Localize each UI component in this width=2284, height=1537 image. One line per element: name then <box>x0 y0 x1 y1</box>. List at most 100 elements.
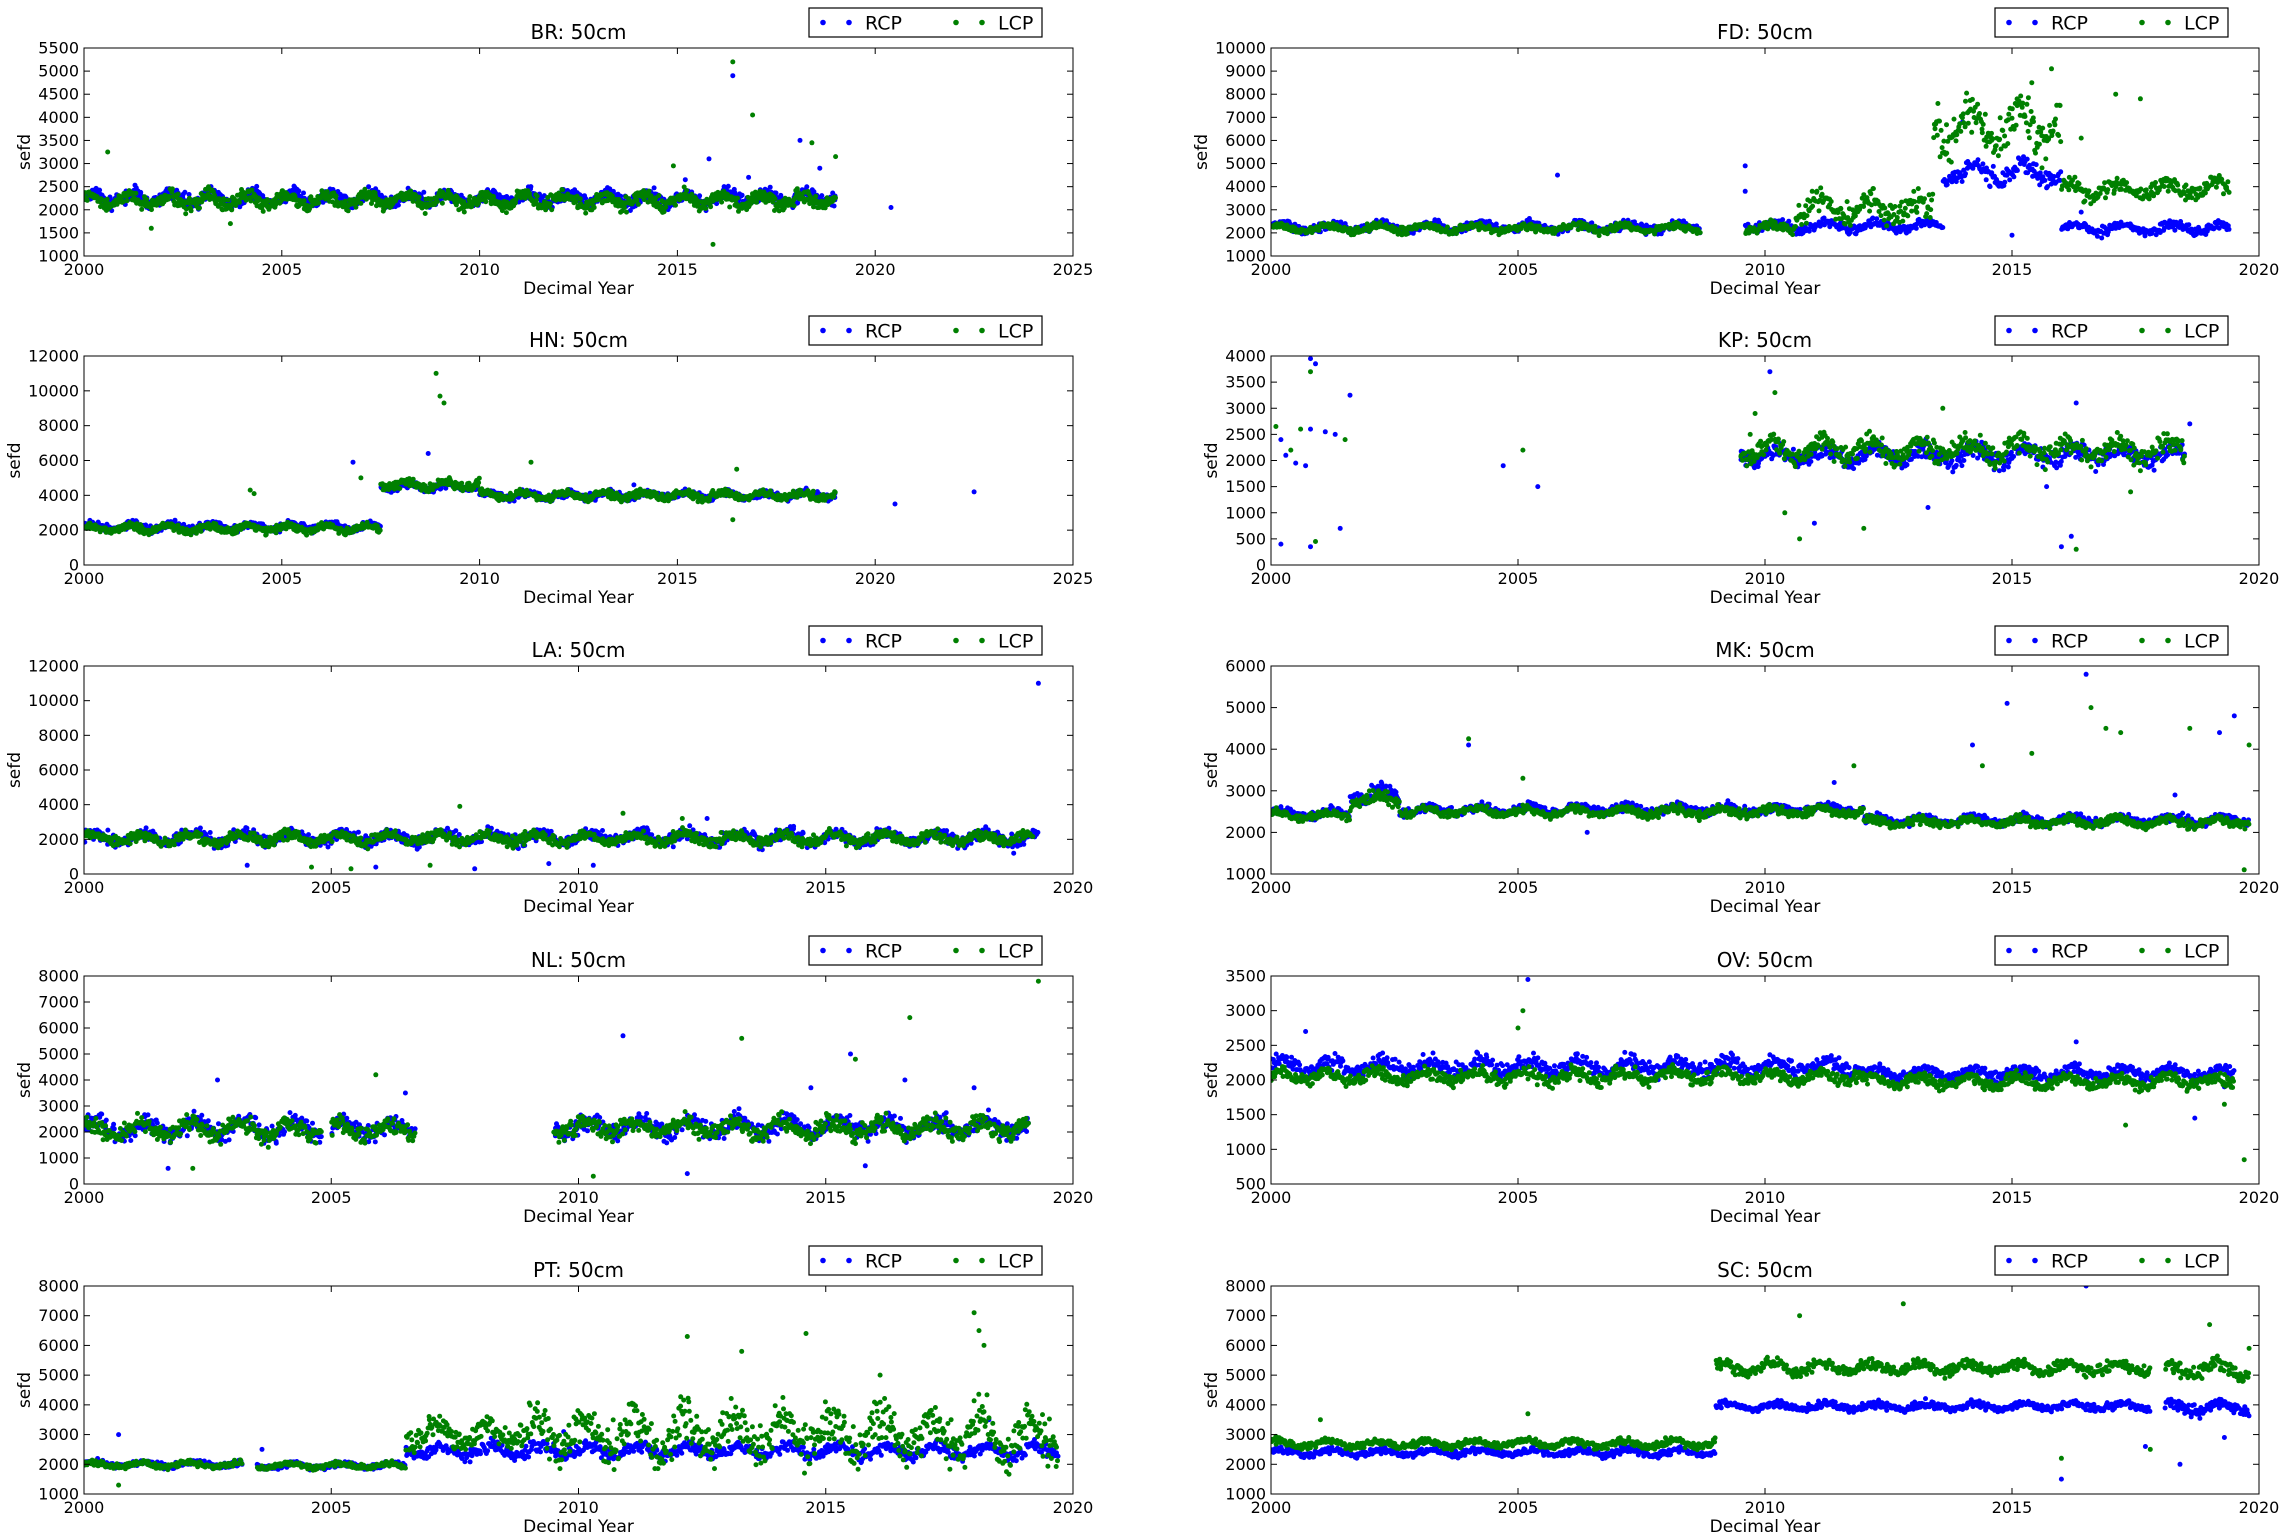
data-point <box>1596 233 1602 239</box>
data-point <box>2142 233 2148 239</box>
data-point <box>549 207 555 213</box>
data-point <box>2043 156 2049 162</box>
data-point <box>533 197 539 203</box>
data-point <box>1979 126 1985 132</box>
data-point <box>791 203 797 209</box>
data-point <box>560 187 566 193</box>
data-point <box>1803 203 1809 209</box>
data-point <box>750 112 756 118</box>
x-tick-label: 2000 <box>64 260 105 279</box>
data-point <box>1928 207 1934 213</box>
data-point <box>888 205 894 210</box>
data-point <box>1932 126 1938 132</box>
data-point <box>706 156 712 162</box>
data-point <box>1868 191 1874 197</box>
data-point <box>366 184 372 190</box>
data-point <box>1934 132 1940 138</box>
data-point <box>583 210 589 216</box>
data-point <box>1989 130 1994 136</box>
data-point <box>2161 184 2167 189</box>
data-point <box>773 190 779 196</box>
y-tick-label: 4000 <box>1225 177 1266 196</box>
data-point <box>754 199 759 205</box>
data-point <box>2002 133 2008 139</box>
data-point <box>727 204 733 210</box>
data-point <box>2033 150 2038 156</box>
y-tick-label: 5500 <box>38 39 79 58</box>
data-point <box>2058 139 2064 145</box>
data-point <box>1870 186 1876 192</box>
data-point <box>817 165 823 171</box>
data-point <box>1969 129 1975 135</box>
data-point <box>1964 90 1970 96</box>
data-point <box>811 204 816 210</box>
data-point <box>1990 163 1996 169</box>
data-point <box>833 195 838 201</box>
legend: RCP LCP <box>1994 7 2229 38</box>
data-point <box>2049 66 2054 72</box>
data-point <box>1963 171 1968 177</box>
scatter-points <box>84 370 977 538</box>
data-point <box>1940 225 1946 230</box>
data-point <box>2051 174 2057 179</box>
data-point <box>1983 177 1989 183</box>
data-point <box>1765 226 1771 232</box>
data-point <box>1984 134 1990 140</box>
data-point <box>1963 98 1968 104</box>
data-point <box>105 149 111 155</box>
data-point <box>526 190 532 196</box>
data-point <box>1927 215 1933 220</box>
data-point <box>2036 141 2042 147</box>
data-point <box>673 202 678 208</box>
data-point <box>1882 205 1888 211</box>
x-tick-label: 2020 <box>2239 260 2280 279</box>
data-point <box>1931 135 1937 141</box>
data-point <box>767 184 773 190</box>
data-point <box>1948 159 1954 165</box>
data-point <box>2073 188 2079 194</box>
data-point <box>2023 120 2029 126</box>
data-point <box>697 193 703 199</box>
data-point <box>1870 215 1876 221</box>
legend-label-rcp: RCP <box>2051 13 2088 35</box>
data-point <box>1977 111 1982 116</box>
data-point <box>2183 182 2189 188</box>
data-point <box>663 204 669 210</box>
data-point <box>2021 154 2026 160</box>
data-point <box>1935 101 1941 106</box>
data-point <box>624 209 629 215</box>
data-point <box>831 203 837 209</box>
data-point <box>1958 128 1964 134</box>
data-point <box>172 517 178 523</box>
data-point <box>2102 180 2108 186</box>
data-point <box>2011 174 2017 180</box>
data-point <box>1493 221 1499 227</box>
x-tick-label: 2000 <box>1251 260 1292 279</box>
data-point <box>1902 205 1908 211</box>
data-point <box>1806 228 1812 234</box>
data-point <box>149 207 154 213</box>
data-point <box>736 208 741 214</box>
series-rcp-points <box>1271 119 2232 241</box>
data-point <box>421 189 427 195</box>
y-tick-label: 4500 <box>38 85 79 104</box>
data-point <box>656 193 662 198</box>
data-point <box>197 205 202 211</box>
data-point <box>133 190 139 196</box>
data-point <box>1894 215 1900 220</box>
data-point <box>2099 235 2105 241</box>
data-point <box>1555 172 1560 178</box>
y-tick-label: 5000 <box>38 62 79 81</box>
data-point <box>410 198 416 204</box>
data-point <box>2226 226 2232 232</box>
x-tick-label: 2005 <box>1498 260 1539 279</box>
data-point <box>229 207 235 213</box>
data-point <box>186 195 192 201</box>
data-point <box>1697 230 1703 236</box>
data-point <box>2011 126 2017 132</box>
data-point <box>2072 174 2078 180</box>
data-point <box>1938 127 1944 133</box>
